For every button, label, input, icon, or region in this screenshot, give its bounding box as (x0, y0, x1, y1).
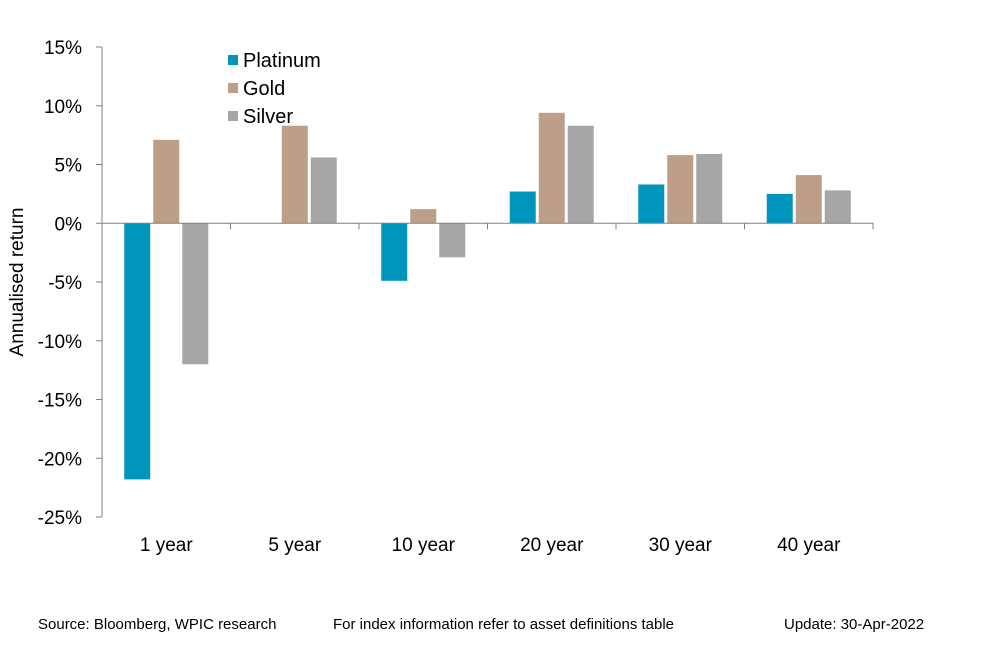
x-axis-tick-labels: 1 year 5 year 10 year 20 year 30 year 40 year (140, 535, 841, 556)
y-tick-label: -15% (38, 391, 82, 412)
footer-note: For index information refer to asset def… (333, 616, 675, 633)
x-tick-label: 40 year (777, 535, 841, 556)
bar-silver-5-year (310, 157, 337, 224)
bar-silver-30-year (696, 153, 723, 224)
legend-label-platinum: Platinum (243, 50, 321, 72)
y-tick-label: -25% (38, 508, 82, 529)
legend-swatch-silver (228, 111, 238, 121)
bar-silver-40-year (824, 190, 851, 224)
y-tick-label: -10% (38, 332, 82, 353)
axes (101, 47, 874, 517)
y-tick-label: -20% (38, 449, 82, 470)
bar-platinum-40-year (766, 193, 793, 224)
bar-platinum-10-year (381, 223, 408, 281)
legend-label-silver: Silver (243, 106, 293, 128)
y-tick-label: 0% (55, 214, 83, 235)
y-axis-ticks: 15% 10% 5% 0% -5% -10% -15% -20% -25% (38, 38, 102, 529)
legend-swatch-gold (228, 83, 238, 93)
bar-silver-10-year (439, 223, 466, 258)
legend-swatch-platinum (228, 55, 238, 65)
bar-gold-20-year (538, 112, 565, 224)
y-tick-label: 10% (44, 97, 82, 118)
bar-gold-40-year (795, 175, 822, 224)
bar-silver-1-year (182, 223, 209, 365)
bar-platinum-20-year (509, 191, 536, 224)
x-tick-label: 30 year (649, 535, 713, 556)
footer-update: Update: 30-Apr-2022 (784, 616, 925, 633)
legend-label-gold: Gold (243, 78, 285, 100)
bar-gold-10-year (410, 209, 437, 224)
bar-gold-30-year (667, 155, 694, 224)
bar-gold-5-year (281, 125, 308, 224)
y-tick-label: 15% (44, 38, 82, 59)
x-tick-label: 1 year (140, 535, 193, 556)
y-tick-label: -5% (48, 273, 82, 294)
bar-platinum-30-year (638, 184, 665, 224)
y-axis-title: Annualised return (7, 208, 28, 357)
x-tick-label: 5 year (268, 535, 321, 556)
bar-gold-1-year (153, 139, 180, 224)
bar-silver-20-year (567, 125, 594, 224)
bars (124, 112, 851, 480)
legend: Platinum Gold Silver (228, 50, 321, 128)
x-tick-label: 20 year (520, 535, 584, 556)
bar-platinum-1-year (124, 223, 151, 480)
y-tick-label: 5% (55, 156, 83, 177)
footer-source: Source: Bloomberg, WPIC research (38, 616, 277, 633)
bar-chart: 15% 10% 5% 0% -5% -10% -15% -20% -25% 1 year 5 ye… (7, 38, 874, 556)
x-tick-label: 10 year (392, 535, 456, 556)
